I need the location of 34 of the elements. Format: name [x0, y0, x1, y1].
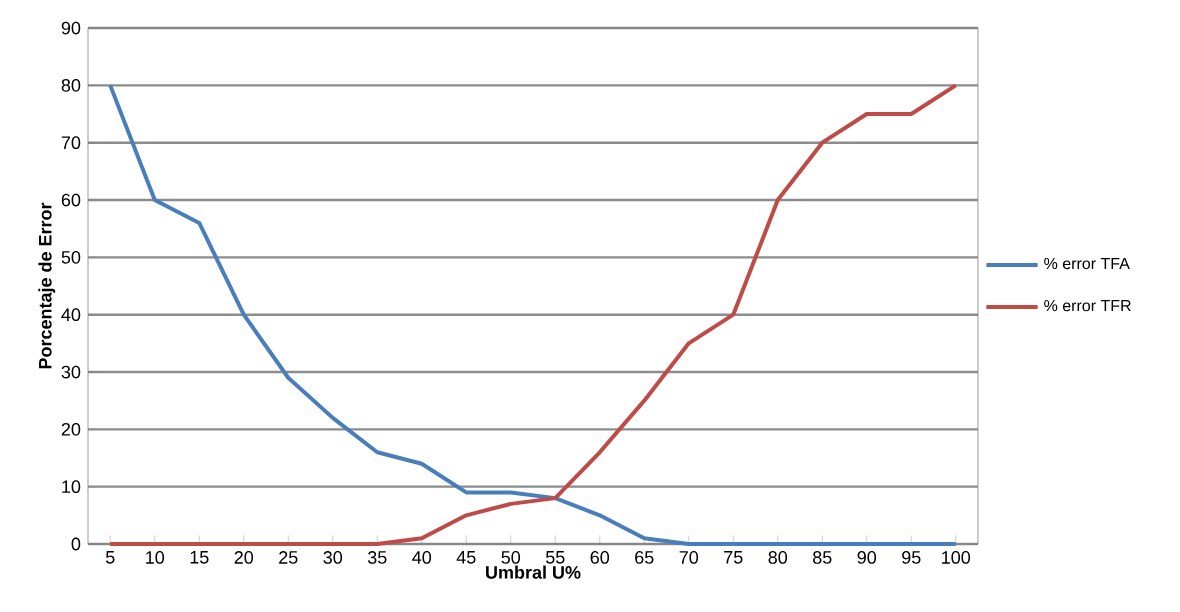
y-tick-label: 20 — [61, 422, 81, 436]
x-tick-label: 95 — [902, 551, 921, 564]
x-tick-label: 65 — [635, 551, 654, 564]
x-tick-label: 50 — [501, 551, 521, 564]
x-tick-label: 35 — [367, 551, 387, 564]
x-tick-label: 80 — [768, 551, 788, 564]
legend-label: % error TFR — [1044, 300, 1131, 312]
x-tick-label: 45 — [456, 551, 476, 564]
y-tick-label: 80 — [61, 78, 81, 92]
x-tick-label: 70 — [679, 551, 699, 564]
x-tick-label: 20 — [234, 551, 254, 564]
x-tick-label: 40 — [412, 551, 432, 564]
y-tick-label: 50 — [61, 250, 81, 264]
y-axis-title: Porcentaje de Error — [38, 202, 56, 369]
y-tick-label: 30 — [61, 365, 81, 379]
x-axis-title: Umbral U% — [486, 565, 581, 579]
x-tick-label: 55 — [545, 551, 565, 564]
x-tick-label: 10 — [146, 551, 165, 564]
y-tick-label: 70 — [61, 136, 81, 150]
y-tick-label: 60 — [61, 193, 81, 207]
x-tick-label: 100 — [942, 551, 971, 564]
x-tick-label: 60 — [590, 551, 610, 564]
x-tick-label: 30 — [323, 551, 343, 564]
x-tick-label: 5 — [105, 551, 115, 564]
x-tick-label: 90 — [857, 551, 877, 564]
y-tick-label: 90 — [61, 21, 81, 35]
legend-label: % error TFA — [1044, 257, 1130, 270]
x-tick-label: 15 — [190, 551, 209, 564]
y-tick-label: 0 — [71, 537, 81, 551]
y-tick-label: 40 — [61, 308, 81, 322]
y-tick-label: 10 — [62, 480, 81, 494]
x-tick-label: 75 — [724, 551, 743, 564]
x-tick-label: 85 — [813, 551, 832, 564]
x-tick-label: 25 — [279, 551, 298, 564]
